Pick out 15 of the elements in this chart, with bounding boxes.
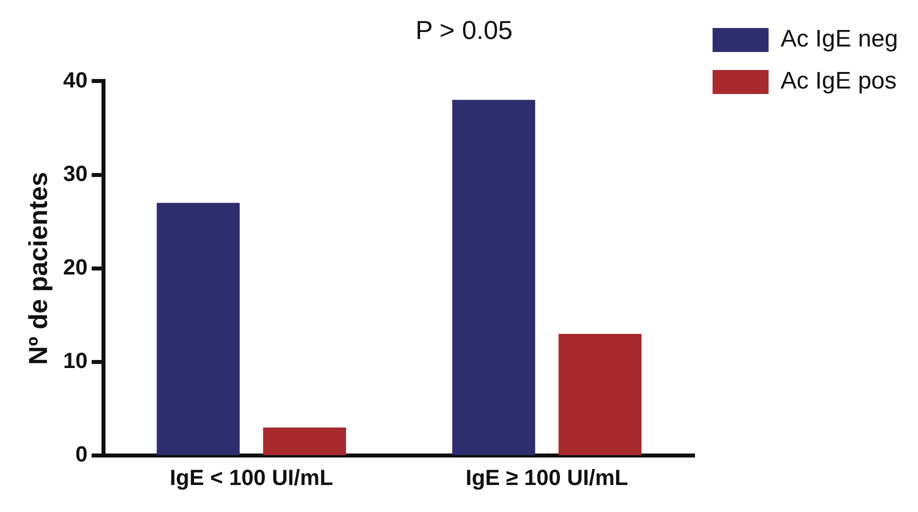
y-tick-label: 10 [63,348,88,374]
y-tick-label: 20 [63,254,88,280]
y-tick-label: 40 [63,67,88,92]
x-tick-label: IgE ≥ 100 UI/mL [466,464,628,490]
bar [156,202,240,456]
legend-label: Ac IgE neg [780,26,898,53]
y-axis-title: Nº de pacientes [22,172,53,365]
chart-title: P > 0.05 [415,14,513,45]
bar [263,428,346,456]
bar [558,334,642,456]
x-tick-label: IgE < 100 UI/mL [170,464,334,490]
y-tick-label: 0 [75,442,88,467]
y-tick-label: 30 [63,160,88,186]
bar [452,100,536,456]
legend-label: Ac IgE pos [780,68,897,95]
